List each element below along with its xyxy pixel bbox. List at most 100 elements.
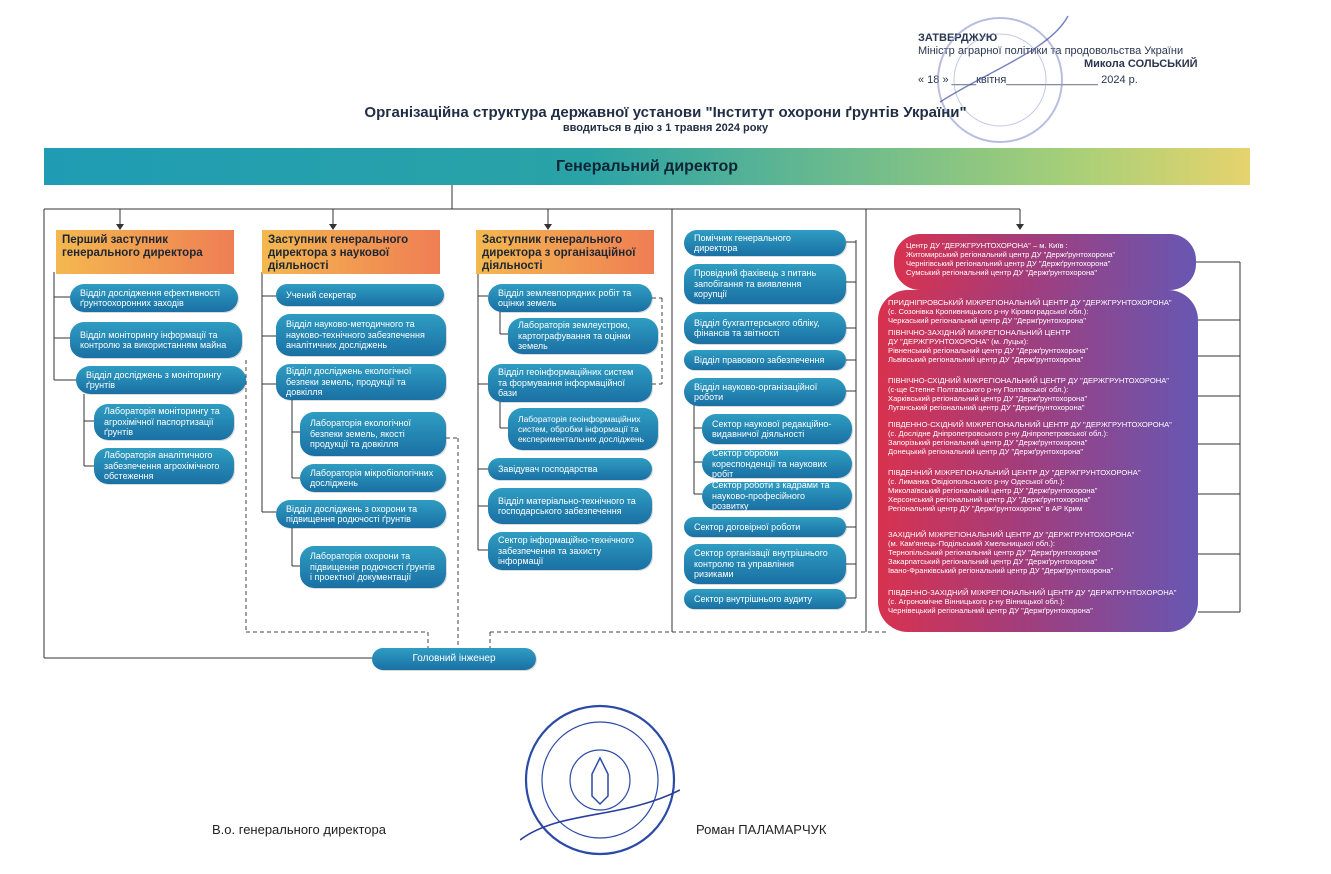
- unit-box: Відділ геоінформаційних систем та формув…: [488, 364, 652, 402]
- unit-label: Лабораторія моніторингу та агрохімічної …: [104, 406, 220, 438]
- regional-line: (с. Агрономічне Вінницького р-ну Вінниць…: [888, 597, 1065, 606]
- regional-line: Регіональний центр ДУ "Держґрунтохорона"…: [888, 504, 1083, 513]
- unit-label: Відділ моніторингу інформації та контрол…: [80, 329, 227, 351]
- unit-box: Відділ досліджень екологічної безпеки зе…: [276, 364, 446, 400]
- regional-line: Житомирський регіональний центр ДУ "Держ…: [906, 250, 1116, 259]
- regional-line: ПІВДЕННИЙ МІЖРЕГІОНАЛЬНИЙ ЦЕНТР ДУ "ДЕРЖ…: [888, 468, 1141, 477]
- regional-line: ДУ "ДЕРЖГРУНТОХОРОНА" (м. Луцьк):: [888, 337, 1029, 346]
- general-director-bar: Генеральний директор: [44, 148, 1250, 185]
- regional-line: (с. Дослідне Дніпропетровського р-ну Дні…: [888, 429, 1109, 438]
- unit-box: Лабораторія екологічної безпеки земель, …: [300, 412, 446, 456]
- unit-box: Відділ науково-методичного та науково-те…: [276, 314, 446, 356]
- unit-label: Відділ досліджень з охорони та підвищенн…: [286, 503, 418, 525]
- unit-label: Помічник генерального директора: [694, 232, 791, 254]
- regional-line: Львівський регіональний центр ДУ "Держґр…: [888, 355, 1084, 364]
- regional-line: Закарпатський регіональний центр ДУ "Дер…: [888, 557, 1097, 566]
- unit-box: Сектор роботи з кадрами та науково-профе…: [702, 480, 852, 511]
- regional-line: Рівненський регіональний центр ДУ "Держґ…: [888, 346, 1089, 355]
- chief-engineer-box: Головний інженер: [372, 648, 536, 670]
- unit-box: Учений секретар: [276, 284, 444, 306]
- regional-group: ПІВНІЧНО-СХІДНИЙ МІЖРЕГІОНАЛЬНИЙ ЦЕНТР Д…: [878, 376, 1198, 412]
- regional-group: ЗАХІДНИЙ МІЖРЕГІОНАЛЬНИЙ ЦЕНТР ДУ "ДЕРЖГ…: [878, 530, 1198, 575]
- unit-label: Відділ матеріально-технічного та господа…: [498, 495, 636, 517]
- unit-label: Завідувач господарства: [498, 463, 598, 474]
- regional-line: ПІВДЕННО-СХІДНИЙ МІЖРЕГІОНАЛЬНИЙ ЦЕНТР Д…: [888, 420, 1172, 429]
- unit-label: Провідний фахівець з питань запобігання …: [694, 268, 817, 300]
- unit-box: Лабораторія моніторингу та агрохімічної …: [94, 404, 234, 440]
- unit-label: Сектор організації внутрішнього контролю…: [694, 548, 828, 580]
- unit-box: Відділ досліджень з охорони та підвищенн…: [276, 500, 446, 528]
- unit-box: Сектор внутрішнього аудиту: [684, 589, 846, 609]
- unit-label: Відділ геоінформаційних систем та формув…: [498, 367, 634, 399]
- chief-engineer-label: Головний інженер: [412, 652, 496, 664]
- unit-label: Сектор наукової редакційно-видавничої ді…: [712, 418, 832, 440]
- unit-box: Відділ правового забезпечення: [684, 350, 846, 370]
- regional-centers-block: ПРИДНІПРОВСЬКИЙ МІЖРЕГІОНАЛЬНИЙ ЦЕНТР ДУ…: [878, 290, 1198, 632]
- regional-line: Івано-Франківський регіональний центр ДУ…: [888, 566, 1114, 575]
- regional-line: Донецький регіональний центр ДУ "Держґру…: [888, 447, 1084, 456]
- regional-line: Чернівецький регіональний центр ДУ "Держ…: [888, 606, 1093, 615]
- unit-label: Відділ досліджень екологічної безпеки зе…: [286, 366, 412, 398]
- unit-label: Сектор інформаційно-технічного забезпече…: [498, 535, 634, 567]
- unit-box: Сектор наукової редакційно-видавничої ді…: [702, 414, 852, 444]
- unit-box: Сектор інформаційно-технічного забезпече…: [488, 532, 652, 570]
- unit-box: Сектор обробки кореспонденції та наукови…: [702, 448, 852, 480]
- unit-box: Відділ моніторингу інформації та контрол…: [70, 322, 242, 358]
- unit-label: Лабораторія геоінформаційних систем, обр…: [518, 414, 645, 444]
- unit-box: Відділ землевпорядних робіт та оцінки зе…: [488, 284, 652, 312]
- regional-group: ПІВДЕННИЙ МІЖРЕГІОНАЛЬНИЙ ЦЕНТР ДУ "ДЕРЖ…: [878, 468, 1198, 513]
- unit-label: Відділ правового забезпечення: [694, 354, 825, 365]
- regional-group: ПІВНІЧНО-ЗАХІДНИЙ МІЖРЕГІОНАЛЬНИЙ ЦЕНТР …: [878, 328, 1198, 364]
- unit-box: Провідний фахівець з питань запобігання …: [684, 264, 846, 304]
- unit-label: Лабораторія мікробіологічних досліджень: [310, 467, 434, 489]
- unit-box: Сектор організації внутрішнього контролю…: [684, 544, 846, 584]
- regional-line: Чернігівський регіональний центр ДУ "Дер…: [906, 259, 1111, 268]
- regional-line: (с. Созонівка Кропивницького р-ну Кірово…: [888, 307, 1089, 316]
- unit-box: Відділ бухгалтерського обліку, фінансів …: [684, 312, 846, 344]
- header-deputy-science: Заступник генерального директора з науко…: [262, 230, 440, 274]
- regional-line: Луганський регіональний центр ДУ "Держґр…: [888, 403, 1085, 412]
- unit-box: Лабораторія землеустрою, картографування…: [508, 318, 658, 354]
- regional-line: Миколаївський регіональний центр ДУ "Дер…: [888, 486, 1098, 495]
- unit-box: Лабораторія мікробіологічних досліджень: [300, 464, 446, 492]
- regional-group: ПІВДЕННО-СХІДНИЙ МІЖРЕГІОНАЛЬНИЙ ЦЕНТР Д…: [878, 420, 1198, 456]
- unit-label: Сектор внутрішнього аудиту: [694, 593, 813, 604]
- regional-line: Харківський регіональний центр ДУ "Держґ…: [888, 394, 1088, 403]
- unit-box: Лабораторія аналітичного забезпечення аг…: [94, 448, 234, 484]
- page-title: Організаційна структура державної устано…: [364, 104, 967, 121]
- unit-label: Відділ землевпорядних робіт та оцінки зе…: [498, 287, 632, 309]
- unit-label: Учений секретар: [286, 289, 357, 300]
- regional-line: Херсонський регіональний центр ДУ "Держґ…: [888, 495, 1091, 504]
- regional-line: Центр ДУ "ДЕРЖГРУНТОХОРОНА" – м. Київ :: [906, 241, 1068, 250]
- regional-group: ПІВДЕННО-ЗАХІДНИЙ МІЖРЕГІОНАЛЬНИЙ ЦЕНТР …: [878, 588, 1198, 615]
- header-deputy-organization: Заступник генерального директора з орган…: [476, 230, 654, 274]
- regional-line: Сумський регіональний центр ДУ "Держґрун…: [906, 268, 1098, 277]
- unit-box: Відділ досліджень з моніторингу ґрунтів: [76, 366, 246, 394]
- regional-center-kyiv: Центр ДУ "ДЕРЖГРУНТОХОРОНА" – м. Київ : …: [894, 234, 1196, 290]
- unit-label: Відділ науково-методичного та науково-те…: [286, 319, 425, 351]
- regional-line: (с. Лиманка Овідіопольського р-ну Одеськ…: [888, 477, 1065, 486]
- approval-name: Микола СОЛЬСЬКИЙ: [1084, 58, 1198, 70]
- unit-label: Відділ дослідження ефективності ґрунтоох…: [80, 287, 220, 309]
- regional-line: Тернопільський регіональний центр ДУ "Де…: [888, 548, 1100, 557]
- regional-group: ПРИДНІПРОВСЬКИЙ МІЖРЕГІОНАЛЬНИЙ ЦЕНТР ДУ…: [878, 298, 1198, 325]
- unit-label: Лабораторія аналітичного забезпечення аг…: [104, 450, 220, 482]
- unit-label: Лабораторія охорони та підвищення родючо…: [310, 551, 435, 583]
- unit-box: Відділ дослідження ефективності ґрунтоох…: [70, 284, 238, 312]
- signature-position: В.о. генерального директора: [212, 822, 386, 837]
- unit-label: Сектор обробки кореспонденції та наукови…: [712, 448, 828, 480]
- approval-position: Міністр аграрної політики та продовольст…: [918, 45, 1184, 57]
- approval-label: ЗАТВЕРДЖУЮ: [918, 32, 998, 44]
- unit-box: Лабораторія охорони та підвищення родючо…: [300, 546, 446, 588]
- unit-box: Помічник генерального директора: [684, 230, 846, 256]
- regional-line: ПРИДНІПРОВСЬКИЙ МІЖРЕГІОНАЛЬНИЙ ЦЕНТР ДУ…: [888, 298, 1172, 307]
- regional-line: (с-ще Степне Полтавського р-ну Полтавськ…: [888, 385, 1069, 394]
- page-subtitle: вводиться в дію з 1 травня 2024 року: [562, 122, 769, 134]
- unit-box: Лабораторія геоінформаційних систем, обр…: [508, 408, 658, 450]
- unit-label: Сектор договірної роботи: [694, 521, 801, 532]
- unit-label: Лабораторія землеустрою, картографування…: [518, 320, 631, 352]
- signature-name: Роман ПАЛАМАРЧУК: [696, 822, 827, 837]
- regional-line: ПІВДЕННО-ЗАХІДНИЙ МІЖРЕГІОНАЛЬНИЙ ЦЕНТР …: [888, 588, 1177, 597]
- regional-line: ПІВНІЧНО-ЗАХІДНИЙ МІЖРЕГІОНАЛЬНИЙ ЦЕНТР: [888, 328, 1071, 337]
